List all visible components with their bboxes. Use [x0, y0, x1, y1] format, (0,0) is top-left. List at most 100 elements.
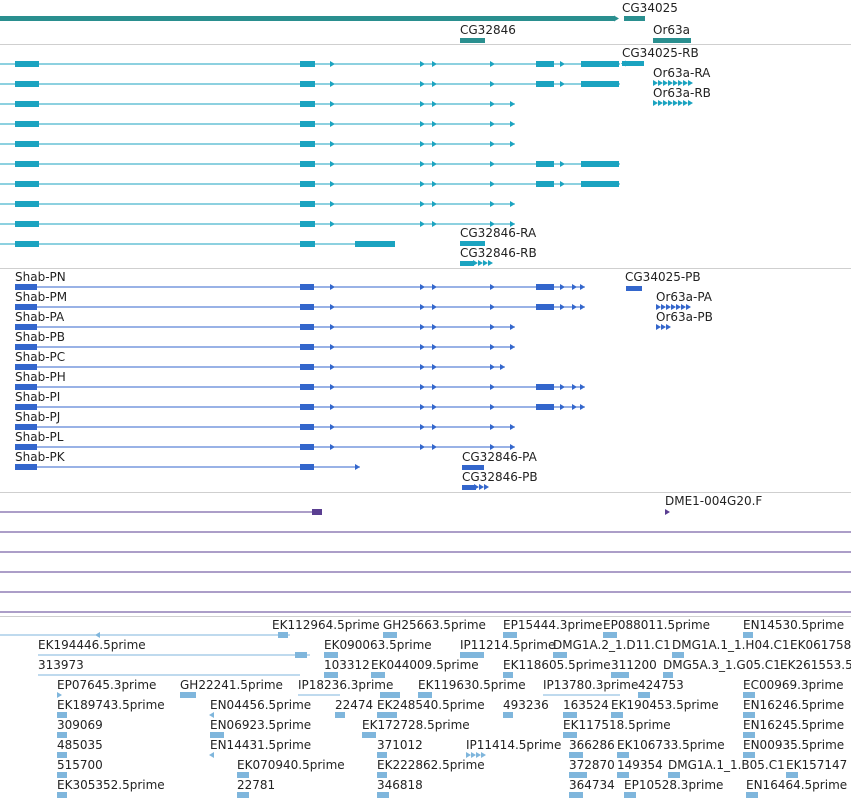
mrna-exon: [300, 101, 315, 107]
est-glyph: [324, 672, 338, 678]
est-glyph: [371, 672, 385, 678]
mrna-exon: [330, 201, 335, 207]
protein-exon: [666, 304, 671, 310]
protein-exon: [580, 384, 585, 390]
protein-exon: [572, 384, 577, 390]
gene-label: CG34025: [622, 1, 678, 15]
est-label: EN16246.5prime: [743, 698, 845, 712]
mrna-exon: [460, 241, 485, 246]
mrna-exon: [432, 181, 437, 187]
protein-exon: [300, 444, 314, 450]
est-label: EP10528.3prime: [624, 778, 724, 792]
mrna-exon: [15, 81, 39, 87]
est-label: 22474: [335, 698, 374, 712]
protein-exon: [432, 344, 437, 350]
mrna-exon: [536, 161, 554, 167]
est-glyph: [563, 712, 577, 718]
mrna-exon: [420, 161, 425, 167]
est-label: 346818: [377, 778, 423, 792]
protein-exon: [420, 404, 425, 410]
est-glyph: [471, 752, 476, 758]
mrna-exon: [420, 121, 425, 127]
est-label: 22781: [237, 778, 276, 792]
est-glyph: [672, 652, 684, 658]
est-glyph: [476, 752, 481, 758]
est-label: 311200: [611, 658, 657, 672]
mrna-exon: [688, 80, 693, 86]
est-label: EK157147: [786, 758, 848, 772]
mrna-exon: [432, 61, 437, 67]
est-label: 313973: [38, 658, 84, 672]
mrna-exon: [15, 241, 39, 247]
protein-exon: [432, 404, 437, 410]
protein-exon: [560, 404, 565, 410]
est-glyph: [377, 772, 387, 778]
protein-exon: [490, 424, 495, 430]
protein-exon: [490, 304, 495, 310]
mrna-exon: [510, 141, 515, 147]
est-glyph: [324, 652, 338, 658]
est-glyph: [362, 732, 376, 738]
protein-exon: [330, 304, 335, 310]
protein-exon: [490, 284, 495, 290]
mrna-exon: [510, 101, 515, 107]
mrna-exon: [622, 61, 644, 66]
mrna-exon: [300, 61, 315, 67]
mrna-label: CG32846-RA: [460, 226, 537, 240]
est-label: EN14530.5prime: [743, 618, 845, 632]
mrna-exon: [490, 161, 495, 167]
protein-exon: [560, 304, 565, 310]
mrna-exon: [300, 141, 315, 147]
mrna-exon: [420, 101, 425, 107]
protein-exon: [490, 444, 495, 450]
est-glyph: [553, 652, 567, 658]
est-label: 149354: [617, 758, 663, 772]
protein-exon: [300, 344, 314, 350]
protein-exon: [666, 324, 671, 330]
protein-exon: [479, 484, 484, 490]
protein-exon: [15, 304, 37, 310]
protein-exon: [330, 344, 335, 350]
est-label: EK194446.5prime: [38, 638, 146, 652]
mrna-exon: [300, 121, 315, 127]
protein-exon: [15, 384, 37, 390]
mrna-exon: [673, 80, 678, 86]
mrna-exon: [483, 260, 488, 266]
mrna-exon: [432, 101, 437, 107]
mrna-exon: [300, 241, 315, 247]
mrna-label: CG34025-RB: [622, 46, 699, 60]
mrna-exon: [330, 121, 335, 127]
mrna-exon: [355, 241, 395, 247]
est-label: EN16245.5prime: [743, 718, 845, 732]
est-glyph: [481, 752, 486, 758]
track-separator: [0, 616, 851, 617]
est-label: EK119630.5prime: [418, 678, 526, 692]
protein-exon: [510, 444, 515, 450]
protein-exon: [15, 324, 37, 330]
est-glyph: [743, 692, 755, 698]
mrna-exon: [420, 81, 425, 87]
protein-exon: [462, 485, 476, 490]
protein-exon: [432, 364, 437, 370]
est-label: EK106733.5prime: [617, 738, 725, 752]
est-glyph: [209, 712, 214, 718]
mrna-exon: [536, 181, 554, 187]
protein-label: CG34025-PB: [625, 270, 701, 284]
protein-exon: [300, 464, 314, 470]
protein-exon: [676, 304, 681, 310]
protein-exon: [536, 304, 554, 310]
est-glyph: [57, 692, 62, 698]
mrna-exon: [490, 81, 495, 87]
protein-exon: [490, 404, 495, 410]
mrna-label: Or63a-RA: [653, 66, 711, 80]
mrna-exon: [15, 121, 39, 127]
protein-exon: [420, 304, 425, 310]
est-label: IP11214.5prime: [460, 638, 556, 652]
protein-exon: [536, 284, 554, 290]
protein-exon: [484, 484, 489, 490]
protein-label: Or63a-PA: [656, 290, 713, 304]
protein-exon: [432, 444, 437, 450]
protein-exon: [510, 424, 515, 430]
est-glyph: [743, 752, 755, 758]
